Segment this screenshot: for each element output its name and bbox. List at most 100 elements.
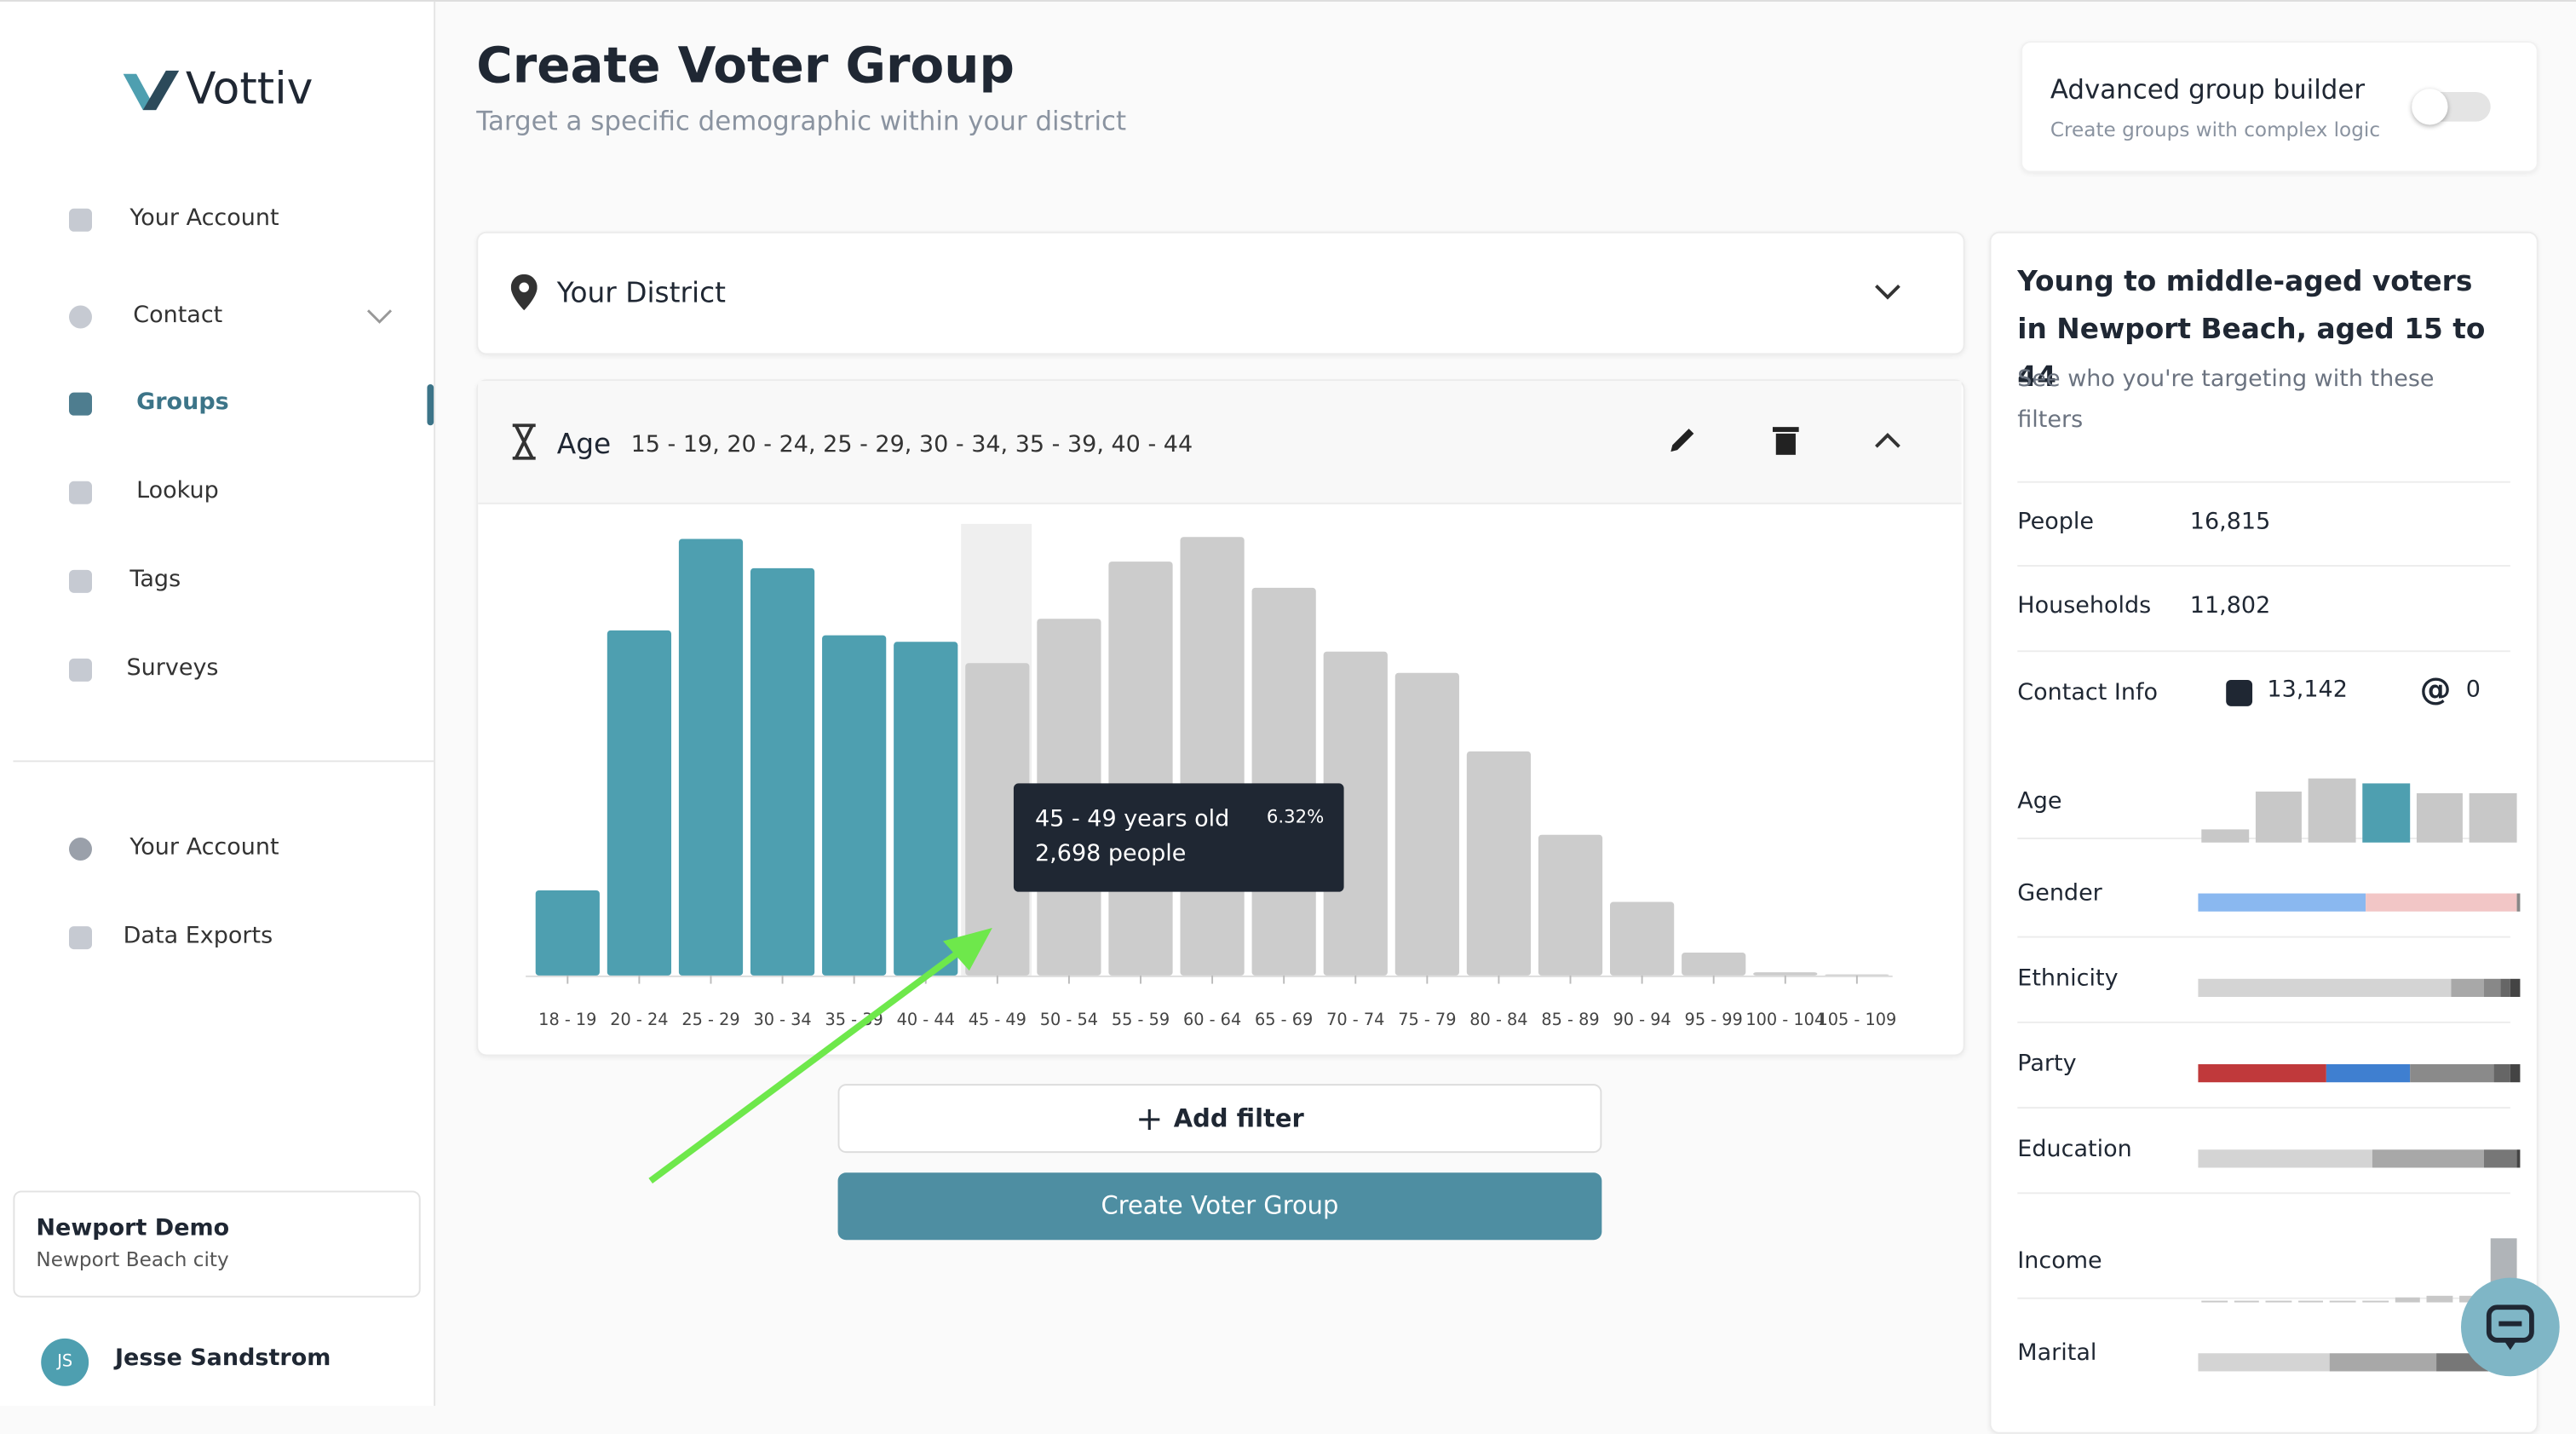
icon [68,569,92,593]
stat-label: Households [2017,592,2152,619]
chevron[interactable] [1874,432,1900,448]
stack-segment [2410,1064,2495,1083]
stack-segment [2516,893,2521,912]
mini-bar [2362,782,2410,843]
district-card[interactable] [476,231,1965,355]
bar [607,630,672,976]
hourglass-icon [512,423,536,460]
nav-item[interactable]: Your Account [129,834,279,861]
nav-item[interactable]: Tags [129,566,181,593]
icon [68,392,92,416]
nav-item[interactable]: Surveys [126,655,219,682]
mini-bar [2330,1299,2356,1303]
page-title: Create Voter Group [476,37,1015,95]
stat-value: 16,815 [2189,509,2271,536]
mini-bar [2297,1299,2324,1303]
tooltip-category: 45 - 49 years old [1034,806,1230,833]
x-tick-label: 40 - 44 [897,1010,955,1029]
bar [1394,672,1459,976]
avatar: JS [41,1338,89,1386]
bar [1538,834,1603,976]
chevron[interactable] [1874,284,1900,300]
chat-button[interactable] [2460,1277,2560,1377]
row-label: Income [2017,1247,2102,1275]
stack-segment [2198,1064,2327,1083]
add-filter-button[interactable]: + Add filter [837,1084,1602,1154]
advanced-subtitle: Create groups with complex logic [2050,118,2381,141]
x-tick-label: 30 - 34 [753,1010,811,1029]
nav-item[interactable]: Contact [133,302,223,329]
nav-item[interactable]: Groups [136,389,229,416]
divider [2017,565,2510,567]
delete-icon[interactable] [1772,425,1799,455]
bar [965,663,1030,976]
x-tick-label: 60 - 64 [1183,1010,1241,1029]
icon [68,658,92,682]
icon [68,926,92,950]
age-label: Age [556,429,612,462]
x-tick-label: 95 - 99 [1685,1010,1743,1029]
sidebar: Vottiv Your Account Contact Groups Looku… [0,1,436,1406]
bar [1251,587,1316,976]
summary-title: Young to middle-aged voters in Newport B… [2017,266,2486,394]
divider [2017,1192,2510,1195]
x-tick-label: 85 - 89 [1541,1010,1599,1029]
x-tick-label: 25 - 29 [681,1010,739,1029]
logo-mark [123,70,180,111]
summary-subtitle: See who you're targeting with these filt… [2017,366,2435,434]
org-name: Newport Demo [36,1215,230,1242]
x-tick-label: 50 - 54 [1040,1010,1098,1029]
age-value: 15 - 19, 20 - 24, 25 - 29, 30 - 34, 35 -… [630,431,1193,458]
email-icon: @ [2419,671,2452,708]
age-histogram: 18 - 19 20 - 24 25 - 29 30 - 34 35 - 39 40 - … [526,523,1896,1029]
nav-item[interactable]: Data Exports [123,923,273,950]
divider [2017,1297,2510,1299]
add-filter-label: Add filter [1173,1103,1304,1133]
icon [68,838,92,861]
stack-segment [2365,893,2517,912]
nav-item[interactable]: Lookup [136,477,219,504]
stat-label: People [2017,509,2094,536]
row-label: Gender [2017,880,2102,907]
row-label: Education [2017,1136,2132,1163]
stack-segment [2494,1064,2511,1083]
create-button[interactable]: Create Voter Group [837,1172,1602,1241]
bar [1682,953,1746,976]
x-tick-label: 20 - 24 [610,1010,668,1029]
tooltip-percent: 6.32% [1266,806,1325,828]
row-label: Marital [2017,1339,2097,1367]
stat-label: Contact Info [2017,679,2159,706]
tooltip [1013,783,1344,892]
stack-segment [2198,893,2366,912]
org-place: Newport Beach city [36,1247,229,1271]
stack-segment [2483,978,2501,997]
bar [1825,974,1889,976]
org-box[interactable] [13,1190,421,1298]
divider [2017,1107,2510,1109]
stack-segment [2516,1149,2521,1168]
tooltip-people: 2,698 people [1034,840,1187,867]
stack-segment [2330,1353,2437,1372]
mini-bar [2255,792,2303,843]
x-tick-label: 55 - 59 [1112,1010,1170,1029]
nav-item[interactable]: Your Account [129,204,279,232]
stat-value: 11,802 [2189,592,2271,619]
email-count: 0 [2465,677,2481,703]
mini-bar [2416,792,2464,843]
divider [2017,936,2510,938]
mini-bar [2309,778,2356,843]
bar [1753,972,1818,976]
stack-segment [2500,978,2510,997]
x-tick-label: 18 - 19 [538,1010,596,1029]
toggle[interactable] [2412,89,2491,125]
logo: Vottiv [185,64,313,115]
mini-bar [2470,793,2517,843]
icon [68,481,92,504]
stack-segment [2484,1149,2517,1168]
pin-icon [510,274,538,311]
row-label: Party [2017,1051,2077,1078]
x-tick-label: 70 - 74 [1326,1010,1384,1029]
edit-icon[interactable] [1667,425,1697,455]
bar [1108,562,1173,976]
